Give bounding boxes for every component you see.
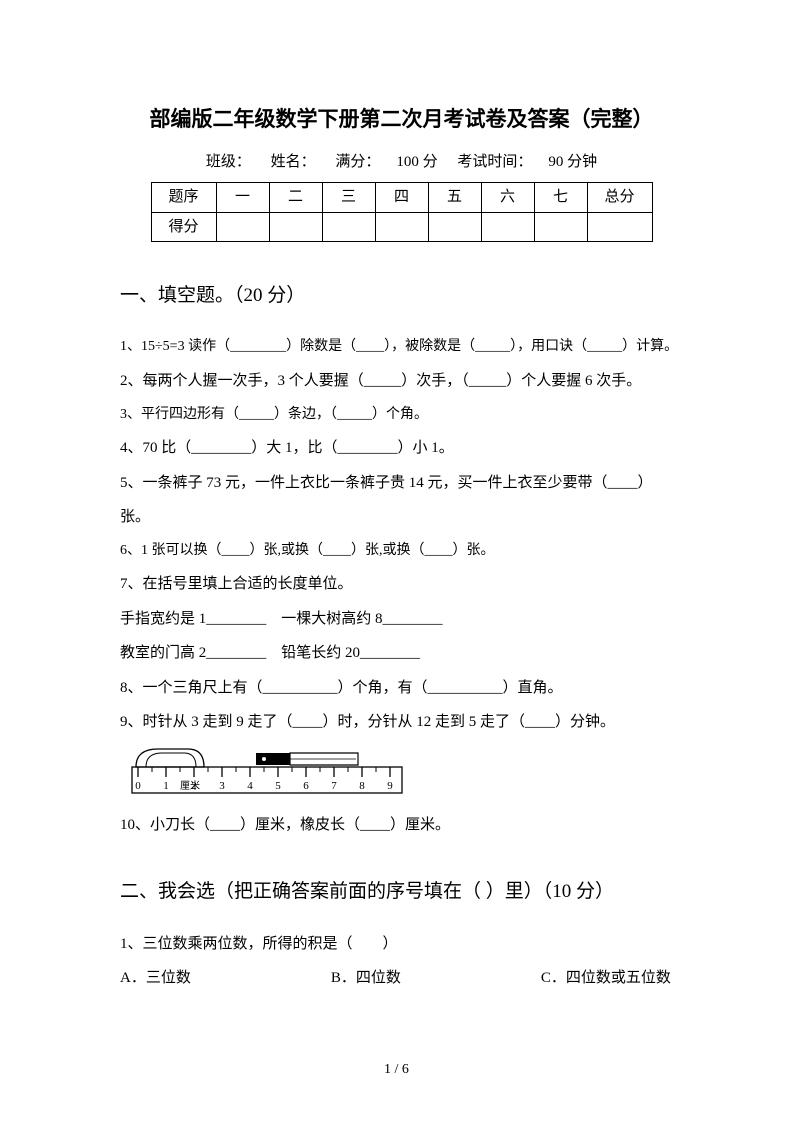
cell: [216, 212, 269, 242]
question-10: 10、小刀长（____）厘米，橡皮长（____）厘米。: [120, 811, 683, 840]
page: 部编版二年级数学下册第二次月考试卷及答案（完整） 班级： 姓名： 满分： 100 …: [0, 0, 793, 1122]
ruler-figure: 0123456789厘米: [130, 743, 683, 806]
page-footer: 1 / 6: [0, 1057, 793, 1084]
cell: 四: [375, 183, 428, 213]
cell: 一: [216, 183, 269, 213]
svg-text:9: 9: [387, 780, 393, 792]
cell: [375, 212, 428, 242]
class-label: 班级：: [206, 154, 251, 170]
cell: 五: [428, 183, 481, 213]
cell: [534, 212, 587, 242]
svg-text:5: 5: [275, 780, 281, 792]
cell: [322, 212, 375, 242]
cell: 二: [269, 183, 322, 213]
cell: [481, 212, 534, 242]
svg-text:6: 6: [303, 780, 309, 792]
cell: 题序: [151, 183, 216, 213]
svg-text:厘米: 厘米: [180, 779, 200, 792]
question-4: 4、70 比（________）大 1，比（________）小 1。: [120, 434, 683, 463]
meta-line: 班级： 姓名： 满分： 100 分 考试时间： 90 分钟: [120, 148, 683, 177]
question-5b: 张。: [120, 503, 683, 532]
svg-text:4: 4: [247, 780, 253, 792]
cell: 三: [322, 183, 375, 213]
page-title: 部编版二年级数学下册第二次月考试卷及答案（完整）: [120, 100, 683, 140]
question-5a: 5、一条裤子 73 元，一件上衣比一条裤子贵 14 元，买一件上衣至少要带（__…: [120, 469, 683, 498]
name-label: 姓名：: [271, 154, 316, 170]
question-7a: 手指宽约是 1________ 一棵大树高约 8________: [120, 605, 683, 634]
question-6: 6、1 张可以换（____）张,或换（____）张,或换（____）张。: [120, 538, 683, 565]
table-row: 题序 一 二 三 四 五 六 七 总分: [151, 183, 652, 213]
question-7b: 教室的门高 2________ 铅笔长约 20________: [120, 639, 683, 668]
question-3: 3、平行四边形有（_____）条边，（_____）个角。: [120, 402, 683, 429]
cell: 总分: [587, 183, 652, 213]
cell: 六: [481, 183, 534, 213]
full-value: 100 分: [396, 154, 437, 170]
option-a: A．三位数: [120, 964, 191, 993]
time-value: 90 分钟: [548, 154, 597, 170]
table-row: 得分: [151, 212, 652, 242]
svg-text:8: 8: [359, 780, 365, 792]
option-b: B．四位数: [331, 964, 401, 993]
full-label: 满分：: [335, 154, 380, 170]
option-c: C．四位数或五位数: [541, 964, 671, 993]
question-9: 9、时针从 3 走到 9 走了（____）时，分针从 12 走到 5 走了（__…: [120, 708, 683, 737]
cell: [587, 212, 652, 242]
question-2-1: 1、三位数乘两位数，所得的积是（ ）: [120, 930, 683, 959]
svg-text:1: 1: [163, 780, 169, 792]
question-1: 1、15÷5=3 读作（________）除数是（____），被除数是（____…: [120, 334, 683, 361]
question-2: 2、每两个人握一次手，3 个人要握（_____）次手，（_____）个人要握 6…: [120, 367, 683, 396]
svg-text:0: 0: [135, 780, 141, 792]
cell: [428, 212, 481, 242]
cell: 七: [534, 183, 587, 213]
question-8: 8、一个三角尺上有（__________）个角，有（__________）直角。: [120, 674, 683, 703]
section-2-heading: 二、我会选（把正确答案前面的序号填在（ ）里）（10 分）: [120, 874, 683, 910]
section-1-heading: 一、填空题。（20 分）: [120, 278, 683, 314]
question-7: 7、在括号里填上合适的长度单位。: [120, 570, 683, 599]
svg-text:3: 3: [219, 780, 225, 792]
cell: 得分: [151, 212, 216, 242]
cell: [269, 212, 322, 242]
time-label: 考试时间：: [457, 154, 532, 170]
svg-text:7: 7: [331, 780, 337, 792]
options-row: A．三位数 B．四位数 C．四位数或五位数: [120, 964, 683, 993]
score-table: 题序 一 二 三 四 五 六 七 总分 得分: [151, 182, 653, 242]
